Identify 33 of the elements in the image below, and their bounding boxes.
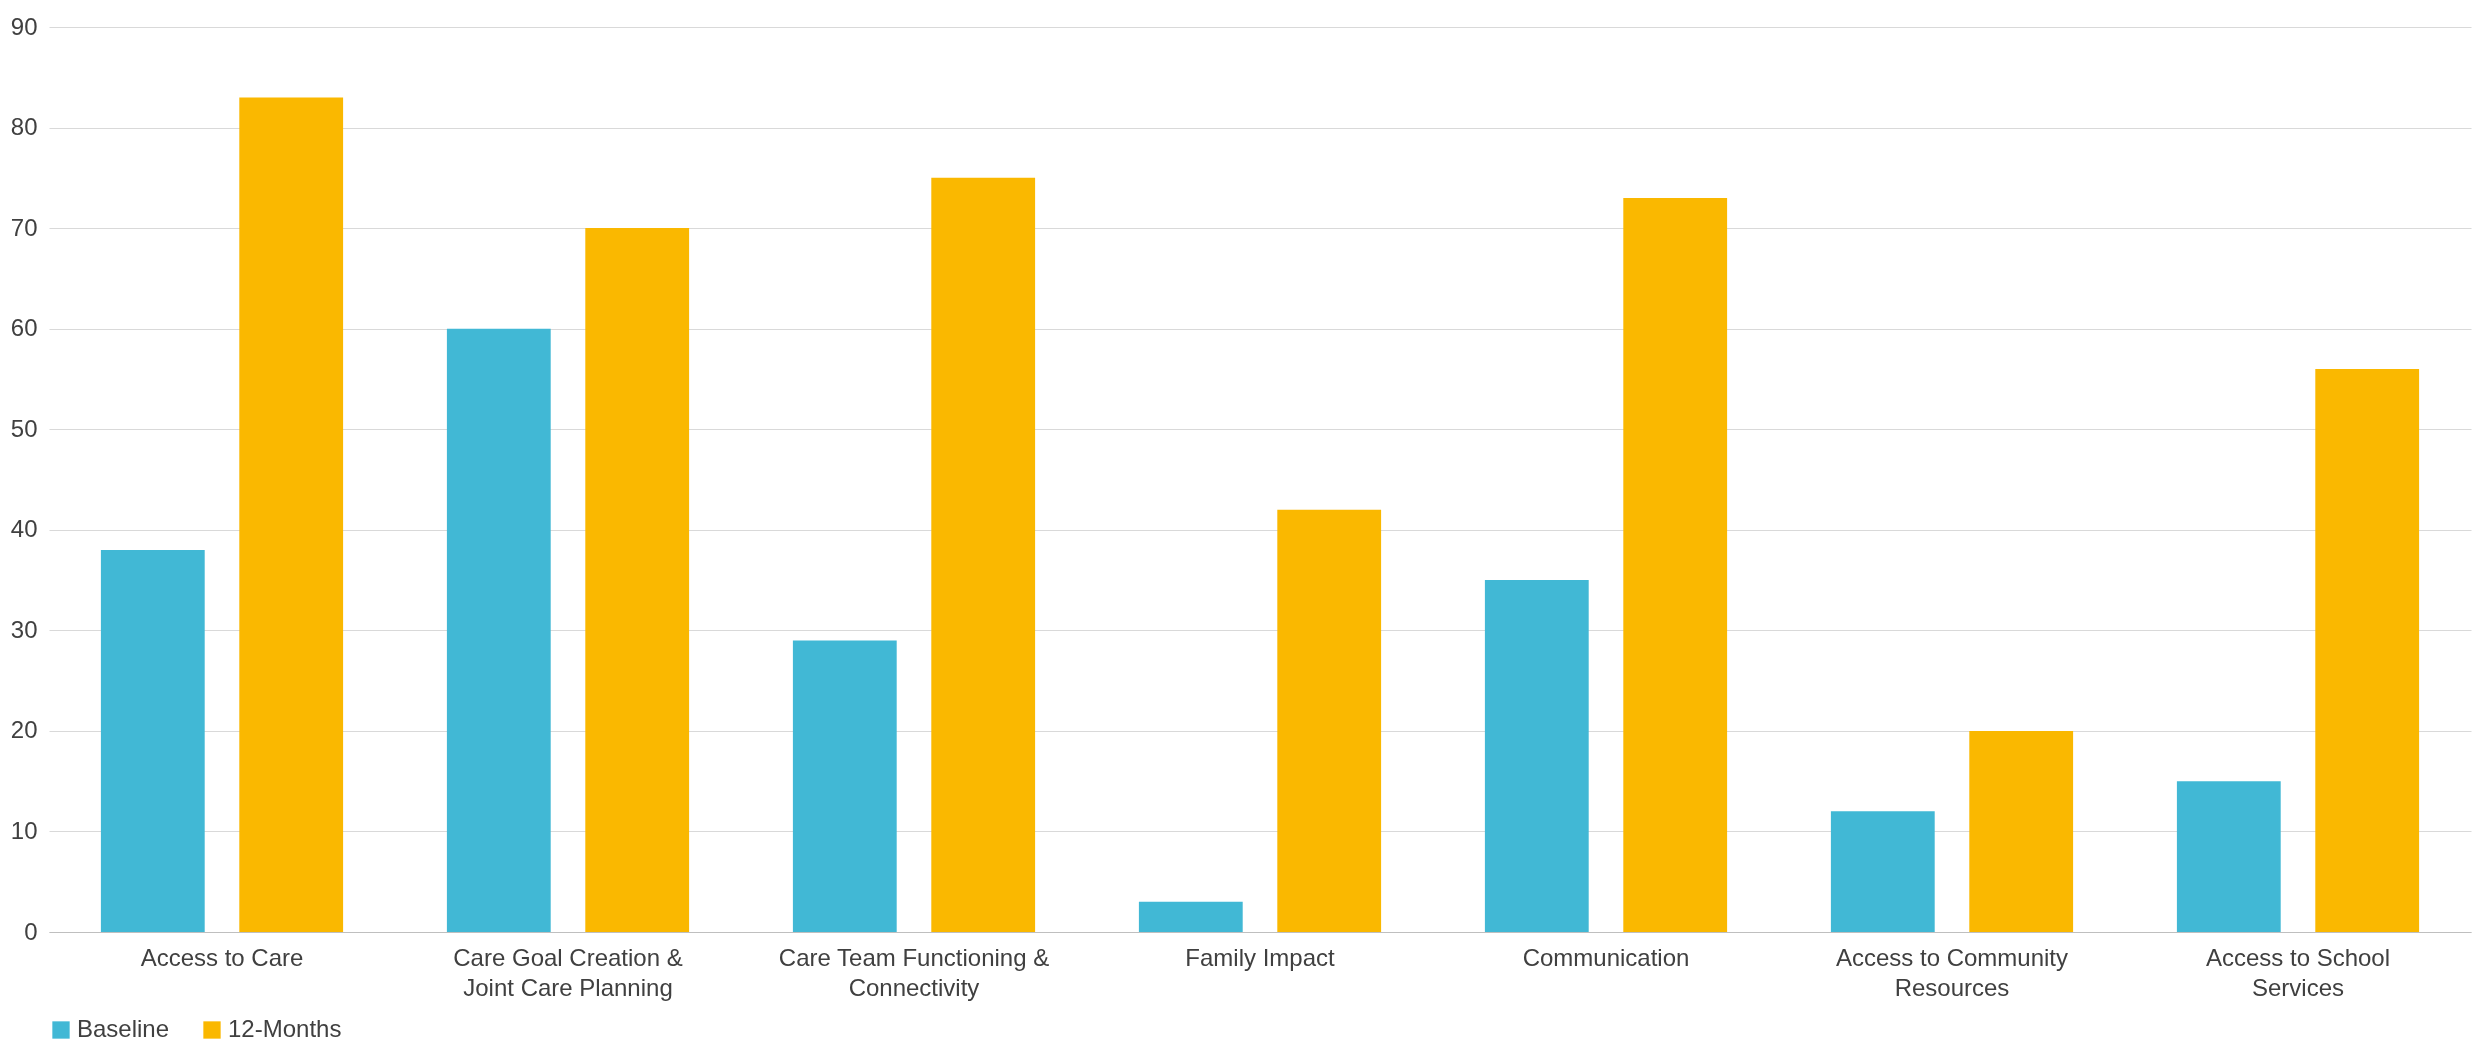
bar xyxy=(239,97,344,932)
bar xyxy=(2315,368,2420,932)
x-tick-label: Communication xyxy=(1522,943,1690,971)
x-tick-label: Care Team Functioning & Connectivity xyxy=(778,943,1050,1001)
y-tick-label: 20 xyxy=(10,716,38,744)
y-tick-label: 40 xyxy=(10,515,38,543)
bar xyxy=(931,177,1036,932)
x-tick-label: Access to School Services xyxy=(2205,943,2391,1001)
bar xyxy=(585,228,690,932)
y-tick-label: 0 xyxy=(24,917,38,945)
bar xyxy=(446,328,551,932)
y-tick-label: 10 xyxy=(10,816,38,844)
y-tick-label: 90 xyxy=(10,12,38,40)
x-tick-label: Access to Care xyxy=(140,943,304,971)
x-tick-label: Care Goal Creation & Joint Care Planning xyxy=(453,943,683,1001)
bar xyxy=(2176,781,2281,932)
bar xyxy=(1138,901,1243,932)
x-tick-label: Family Impact xyxy=(1185,943,1336,971)
bar xyxy=(1969,730,2074,932)
y-tick-label: 30 xyxy=(10,615,38,643)
bar xyxy=(1484,580,1589,932)
legend-label: Baseline xyxy=(77,1015,170,1042)
bar xyxy=(792,640,897,932)
bar xyxy=(1830,811,1935,932)
bar xyxy=(1623,197,1728,932)
y-tick-label: 70 xyxy=(10,213,38,241)
y-tick-label: 60 xyxy=(10,314,38,342)
x-tick-label: Access to Community Resources xyxy=(1835,943,2069,1001)
y-tick-label: 80 xyxy=(10,113,38,141)
bar xyxy=(1277,509,1382,932)
y-tick-label: 50 xyxy=(10,414,38,442)
legend-label: 12-Months xyxy=(228,1015,342,1042)
bar xyxy=(100,549,205,932)
